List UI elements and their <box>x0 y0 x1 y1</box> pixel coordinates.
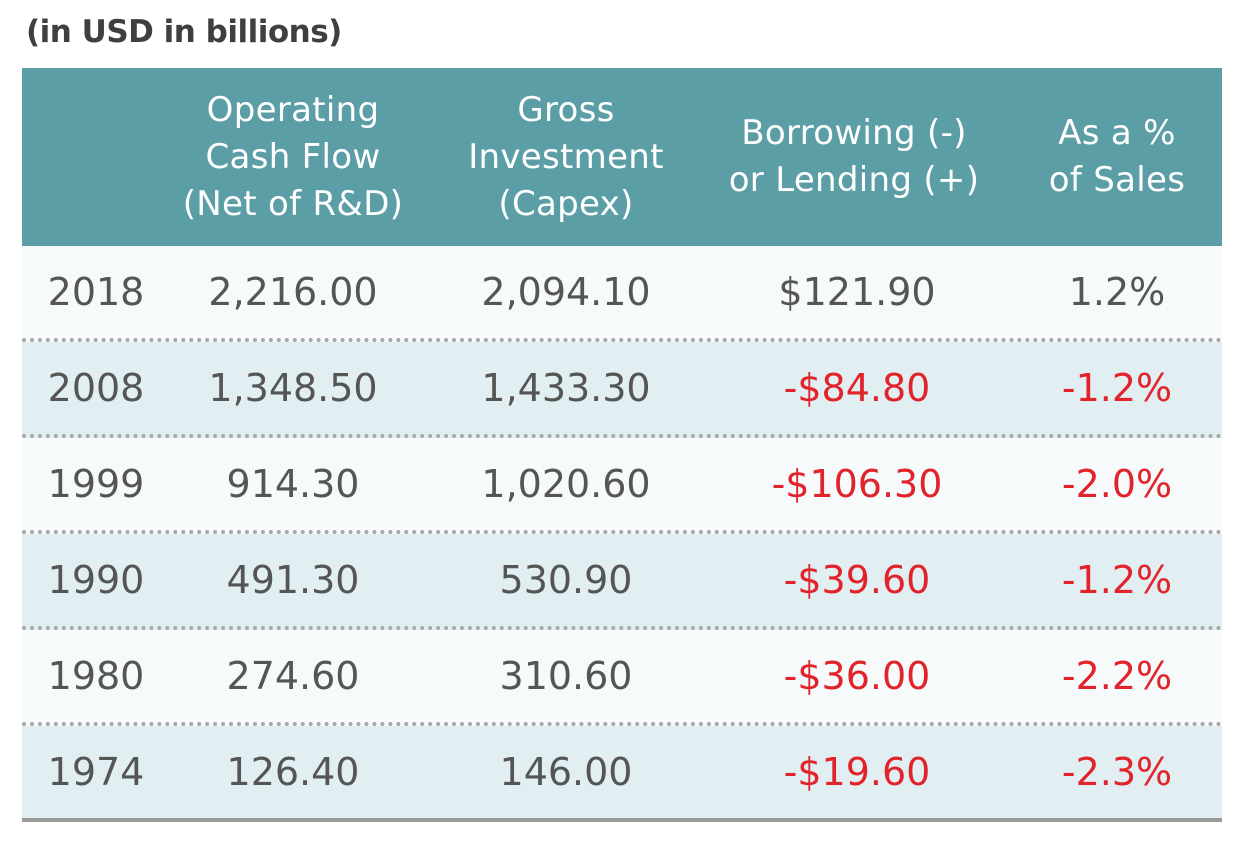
cell-gross-investment: 2,094.10 <box>481 270 651 314</box>
cell-borrowing-lending: -$84.80 <box>783 366 931 410</box>
cell-percent-of-sales: -1.2% <box>1061 366 1173 410</box>
table-caption: (in USD in billions) <box>26 14 342 50</box>
cell-percent-of-sales: -2.0% <box>1061 462 1173 506</box>
cell-gross-investment: 146.00 <box>499 750 633 794</box>
header-operating-cash-flow: Operating Cash Flow (Net of R&D) <box>182 89 404 224</box>
cell-percent-of-sales: -2.3% <box>1061 750 1173 794</box>
cell-operating-cash-flow: 1,348.50 <box>208 366 378 410</box>
cell-gross-investment: 310.60 <box>499 654 633 698</box>
cell-borrowing-lending: -$19.60 <box>783 750 931 794</box>
header-percent-of-sales: As a % of Sales <box>1048 113 1186 200</box>
cell-operating-cash-flow: 2,216.00 <box>208 270 378 314</box>
table-row: 2008 1,348.50 1,433.30 -$84.80 -1.2% <box>22 342 1222 438</box>
table-row: 2018 2,216.00 2,094.10 $121.90 1.2% <box>22 246 1222 342</box>
header-gross-investment: Gross Investment (Capex) <box>468 89 664 224</box>
table-row: 1974 126.40 146.00 -$19.60 -2.3% <box>22 726 1222 822</box>
cell-operating-cash-flow: 914.30 <box>226 462 360 506</box>
cell-borrowing-lending: -$36.00 <box>783 654 931 698</box>
cell-year: 2018 <box>47 270 145 314</box>
table-row: 1990 491.30 530.90 -$39.60 -1.2% <box>22 534 1222 630</box>
cell-percent-of-sales: 1.2% <box>1068 270 1166 314</box>
cell-year: 1980 <box>47 654 145 698</box>
cell-year: 1990 <box>47 558 145 602</box>
table-row: 1980 274.60 310.60 -$36.00 -2.2% <box>22 630 1222 726</box>
cell-gross-investment: 530.90 <box>499 558 633 602</box>
cell-percent-of-sales: -1.2% <box>1061 558 1173 602</box>
cell-borrowing-lending: $121.90 <box>778 270 936 314</box>
cell-year: 1999 <box>47 462 145 506</box>
cell-year: 1974 <box>47 750 145 794</box>
header-year <box>22 68 172 246</box>
cell-gross-investment: 1,433.30 <box>481 366 651 410</box>
table-header: Operating Cash Flow (Net of R&D) Gross I… <box>22 68 1222 246</box>
cell-borrowing-lending: -$106.30 <box>771 462 943 506</box>
cell-gross-investment: 1,020.60 <box>481 462 651 506</box>
data-table: Operating Cash Flow (Net of R&D) Gross I… <box>22 68 1222 822</box>
cell-operating-cash-flow: 126.40 <box>226 750 360 794</box>
table-row: 1999 914.30 1,020.60 -$106.30 -2.0% <box>22 438 1222 534</box>
cell-year: 2008 <box>47 366 145 410</box>
cell-operating-cash-flow: 274.60 <box>226 654 360 698</box>
table-body: 2018 2,216.00 2,094.10 $121.90 1.2% 2008 1,348… <box>22 246 1222 822</box>
cell-percent-of-sales: -2.2% <box>1061 654 1173 698</box>
cell-borrowing-lending: -$39.60 <box>783 558 931 602</box>
cell-operating-cash-flow: 491.30 <box>226 558 360 602</box>
header-borrowing-lending: Borrowing (-) or Lending (+) <box>728 113 980 200</box>
